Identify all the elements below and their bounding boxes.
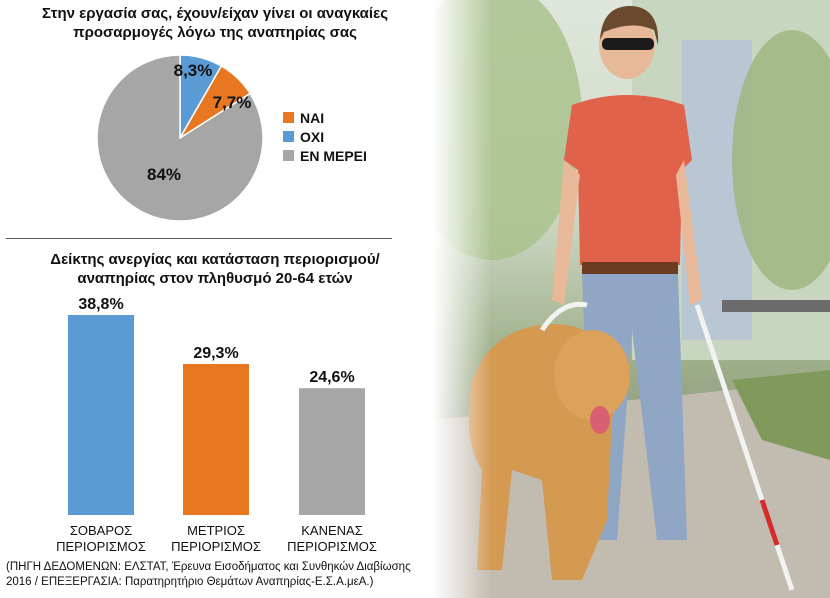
woman-right-arm [676, 160, 702, 305]
bar-1 [68, 315, 134, 515]
pie-value-label: 84% [147, 165, 181, 184]
legend-swatch [283, 150, 294, 161]
background-tree-right [732, 30, 830, 290]
bar-category-label: ΚΑΝΕΝΑΣ [301, 523, 363, 538]
bar-category-label: ΠΕΡΙΟΡΙΣΜΟΣ [287, 539, 377, 554]
grass-patch [732, 370, 830, 460]
photo-fade [432, 0, 492, 598]
woman-left-arm [552, 160, 580, 305]
bar-category-label: ΜΕΤΡΙΟΣ [187, 523, 245, 538]
photo-illustration [432, 0, 830, 598]
legend-swatch [283, 112, 294, 123]
legend-label: ΟΧΙ [300, 128, 325, 145]
legend-item: ΝΑΙ [283, 108, 367, 127]
bar-value-label: 38,8% [78, 296, 123, 313]
pie-slice-partially [96, 54, 264, 222]
legend-label: ΝΑΙ [300, 109, 325, 126]
pie-chart-title: Στην εργασία σας, έχουν/είχαν γίνει οι α… [42, 5, 388, 41]
bar-2 [183, 363, 249, 515]
bench [722, 300, 830, 312]
legend-item: ΕΝ ΜΕΡΕΙ [283, 146, 367, 165]
section-divider [6, 238, 392, 239]
legend-label: ΕΝ ΜΕΡΕΙ [300, 147, 367, 164]
source-note: (ΠΗΓΗ ΔΕΔΟΜΕΝΩΝ: ΕΛΣΤΑΤ, Έρευνα Εισοδήμα… [6, 561, 411, 588]
bar-category-label: ΠΕΡΙΟΡΙΣΜΟΣ [56, 539, 146, 554]
legend-item: ΟΧΙ [283, 127, 367, 146]
pie-chart: 8,3%7,7% 84% [96, 54, 264, 222]
dog-head [554, 330, 630, 420]
bar-value-label: 29,3% [193, 345, 238, 362]
legend-swatch [283, 131, 294, 142]
bar-chart-title: Δείκτης ανεργίας και κατάσταση περιορισμ… [50, 251, 380, 287]
sunglasses [602, 38, 654, 50]
bar-chart: 38,8%ΣΟΒΑΡΟΣΠΕΡΙΟΡΙΣΜΟΣ29,3%ΜΕΤΡΙΟΣΠΕΡΙΟ… [56, 296, 377, 554]
woman-shirt [564, 95, 692, 265]
bar-category-label: ΣΟΒΑΡΟΣ [70, 523, 132, 538]
cane-red-band [759, 499, 780, 546]
dog-tongue [590, 406, 610, 434]
pie-value-label: 8,3% [174, 61, 213, 80]
photo-woman-with-guide-dog [432, 0, 830, 598]
bar-value-label: 24,6% [309, 369, 354, 386]
bar-category-label: ΠΕΡΙΟΡΙΣΜΟΣ [171, 539, 261, 554]
dog-harness-handle [539, 301, 588, 332]
belt [582, 262, 678, 274]
pie-legend: ΝΑΙ ΟΧΙ ΕΝ ΜΕΡΕΙ [283, 108, 367, 165]
pie-value-label: 7,7% [213, 93, 252, 112]
woman-hair [600, 5, 659, 45]
bar-3 [299, 388, 365, 515]
